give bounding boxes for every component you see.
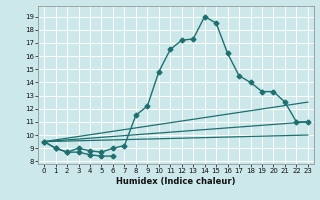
- X-axis label: Humidex (Indice chaleur): Humidex (Indice chaleur): [116, 177, 236, 186]
